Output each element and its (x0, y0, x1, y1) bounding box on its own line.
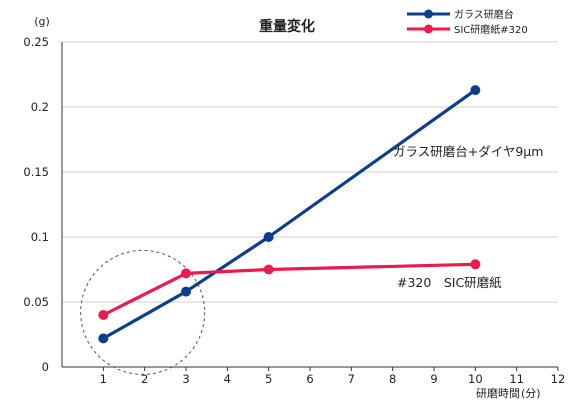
series-line-0 (102, 88, 477, 340)
y-tick-label: 0 (42, 360, 49, 374)
x-tick-label: 3 (182, 372, 189, 386)
annotation-glass-diamond: ガラス研磨台+ダイヤ9μm (393, 144, 543, 159)
x-tick-label: 9 (430, 372, 437, 386)
x-tick-label: 11 (509, 372, 524, 386)
data-point (470, 259, 481, 270)
y-tick-label: 0.15 (23, 165, 49, 179)
x-tick-label: 4 (224, 372, 231, 386)
highlight-circle (80, 249, 206, 375)
x-axis-unit: (分) (521, 387, 541, 400)
tick-labels: 00.050.10.150.20.251 2 3 4 5 6 7 8 9 10 11 12 (23, 35, 565, 386)
x-tick-label: 2 (141, 372, 148, 386)
data-point (181, 268, 191, 279)
series-line-1 (102, 262, 476, 317)
y-axis-unit: (g) (34, 15, 50, 28)
annotation-sic-320: #320 SIC研磨紙 (397, 275, 502, 290)
data-point (181, 286, 191, 297)
x-tick-label: 8 (389, 372, 396, 386)
legend-marker (424, 9, 433, 19)
highlight-area (80, 249, 206, 375)
legend: ガラス研磨台 SIC研磨紙#320 (407, 8, 528, 36)
x-tick-label: 6 (306, 372, 313, 386)
data-point (98, 333, 109, 344)
axes (61, 42, 559, 371)
x-tick-label: 1 (100, 372, 107, 386)
y-tick-label: 0.05 (23, 295, 49, 309)
legend-label: ガラス研磨台 (454, 8, 514, 21)
y-tick-label: 0.1 (31, 230, 49, 244)
chart-title: 重量変化 (259, 18, 315, 35)
x-axis-label: 研磨時間 (476, 387, 520, 400)
y-tick-label: 0.25 (23, 35, 49, 49)
grid-lines (62, 41, 558, 303)
x-tick-label: 12 (551, 372, 566, 386)
data-point (263, 264, 274, 275)
legend-marker (424, 24, 433, 34)
y-tick-label: 0.2 (31, 100, 49, 114)
x-tick-label: 10 (468, 372, 483, 386)
data-point (263, 232, 274, 242)
x-tick-label: 7 (348, 372, 355, 386)
legend-label: SIC研磨紙#320 (454, 23, 528, 36)
data-series (98, 85, 481, 344)
data-point (98, 310, 109, 320)
x-tick-label: 5 (265, 372, 272, 386)
data-point (470, 85, 481, 96)
